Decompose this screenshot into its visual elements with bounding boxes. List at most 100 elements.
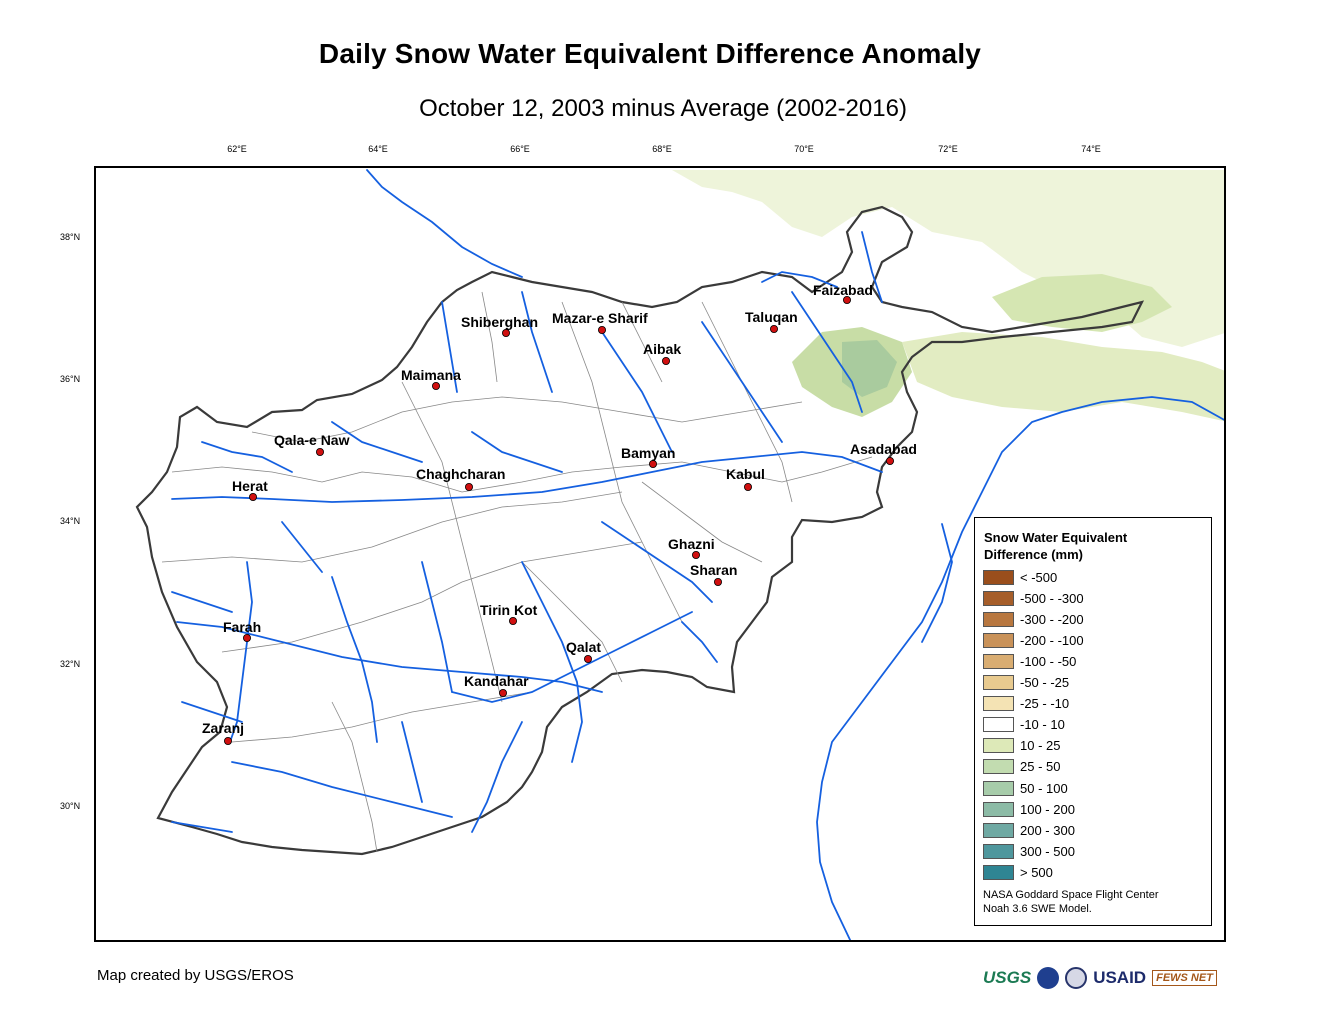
city-marker[interactable] [223, 737, 232, 746]
map-subtitle: October 12, 2003 minus Average (2002-201… [419, 95, 907, 122]
city-label: Sharan [690, 562, 737, 578]
legend-label: -300 - -200 [1020, 611, 1084, 627]
city-marker[interactable] [584, 655, 593, 664]
legend-row: -500 - -300 [983, 589, 1084, 607]
legend-swatch [983, 822, 1014, 838]
latitude-tick: 34°N [60, 516, 81, 526]
legend-row: -25 - -10 [983, 695, 1069, 713]
longitude-tick: 62°E [227, 144, 247, 154]
legend-row: 10 - 25 [983, 737, 1060, 755]
fews-net-logo[interactable]: FEWS NET [1152, 970, 1217, 986]
legend-note-line: NASA Goddard Space Flight Center [983, 889, 1159, 901]
legend-label: > 500 [1020, 864, 1053, 880]
city-marker[interactable] [770, 324, 779, 333]
legend-title: Snow Water Equivalent Difference (mm) [984, 529, 1127, 563]
legend-swatch [983, 717, 1014, 733]
city-markers [223, 295, 895, 746]
city-marker[interactable] [843, 295, 852, 304]
city-label: Tirin Kot [480, 602, 538, 618]
legend-label: < -500 [1020, 569, 1058, 585]
city-label: Herat [232, 478, 268, 494]
map-canvas: Faizabad Shiberghan Mazar-e Sharif Taluq… [135, 169, 1224, 940]
legend-label: -200 - -100 [1020, 632, 1084, 648]
map-credit: Map created by USGS/EROS [97, 967, 294, 984]
latitude-tick: 38°N [60, 232, 81, 242]
city-marker[interactable] [662, 356, 671, 365]
snow-region-karakoram [902, 332, 1224, 422]
legend-label: 300 - 500 [1020, 843, 1075, 859]
legend-label: 200 - 300 [1020, 822, 1075, 838]
legend-label: 10 - 25 [1020, 738, 1061, 754]
legend-swatch [983, 780, 1014, 796]
legend-swatch [983, 590, 1014, 606]
nasa-logo-icon[interactable] [1037, 967, 1060, 989]
longitude-tick: 74°E [1081, 144, 1101, 154]
legend-swatch [983, 759, 1014, 775]
legend-label: 25 - 50 [1020, 759, 1061, 775]
legend-row: -300 - -200 [983, 610, 1084, 628]
legend-label: -25 - -10 [1020, 696, 1070, 712]
city-label: Faizabad [813, 282, 873, 298]
city-marker[interactable] [248, 492, 257, 501]
city-marker[interactable] [242, 634, 251, 643]
city-label: Ghazni [668, 536, 715, 552]
city-marker[interactable] [501, 328, 510, 337]
city-label: Kandahar [464, 673, 529, 689]
latitude-tick: 30°N [60, 801, 81, 811]
snow-region-north [672, 170, 1224, 347]
latitude-tick: 36°N [60, 374, 81, 384]
legend-note: NASA Goddard Space Flight Center Noah 3.… [983, 888, 1158, 916]
city-marker[interactable] [508, 617, 517, 626]
legend-label: -100 - -50 [1020, 653, 1077, 669]
legend-title-line: Snow Water Equivalent [984, 530, 1128, 545]
snow-region-hindukush-core [842, 340, 897, 397]
legend-row: 200 - 300 [983, 821, 1075, 839]
city-label: Aibak [643, 341, 681, 357]
longitude-tick: 64°E [368, 144, 388, 154]
city-marker[interactable] [315, 447, 324, 456]
legend-swatch [983, 738, 1014, 754]
legend-label: 50 - 100 [1020, 780, 1068, 796]
city-marker[interactable] [649, 459, 658, 468]
legend-row: -100 - -50 [983, 652, 1076, 670]
city-label: Farah [223, 619, 261, 635]
longitude-tick: 68°E [652, 144, 672, 154]
legend-swatch [983, 632, 1014, 648]
legend-note-line: Noah 3.6 SWE Model. [983, 903, 1092, 915]
usda-seal-icon[interactable] [1065, 967, 1088, 989]
city-label: Bamyan [621, 445, 675, 461]
city-marker[interactable] [598, 325, 607, 334]
legend-swatch [983, 864, 1014, 880]
city-marker[interactable] [744, 482, 753, 491]
city-label: Kabul [726, 466, 765, 482]
city-label: Maimana [401, 367, 461, 383]
longitude-tick: 70°E [794, 144, 814, 154]
snow-cover [672, 170, 1224, 422]
legend: Snow Water Equivalent Difference (mm) < … [974, 517, 1212, 926]
legend-row: 100 - 200 [983, 800, 1075, 818]
legend-row: 25 - 50 [983, 758, 1060, 776]
legend-swatch [983, 611, 1014, 627]
usaid-logo[interactable]: USAID [1093, 968, 1147, 987]
legend-label: -500 - -300 [1020, 590, 1084, 606]
longitude-tick: 66°E [510, 144, 530, 154]
city-label: Asadabad [850, 441, 917, 457]
city-marker[interactable] [886, 456, 895, 465]
legend-row: -50 - -25 [983, 674, 1069, 692]
map-title: Daily Snow Water Equivalent Difference A… [318, 38, 982, 69]
city-marker[interactable] [498, 689, 507, 698]
legend-row: 50 - 100 [983, 779, 1068, 797]
city-label: Chaghcharan [416, 466, 505, 482]
city-marker[interactable] [714, 578, 723, 587]
city-label: Qalat [566, 639, 601, 655]
legend-swatch [983, 675, 1014, 690]
legend-swatch [983, 801, 1014, 817]
city-marker[interactable] [464, 482, 473, 491]
city-marker[interactable] [431, 381, 440, 390]
legend-swatch [983, 696, 1014, 712]
latitude-tick: 32°N [60, 659, 81, 669]
usgs-logo[interactable]: USGS [983, 968, 1032, 987]
city-marker[interactable] [692, 551, 701, 560]
city-label: Shiberghan [461, 314, 538, 330]
city-label: Mazar-e Sharif [552, 310, 648, 326]
